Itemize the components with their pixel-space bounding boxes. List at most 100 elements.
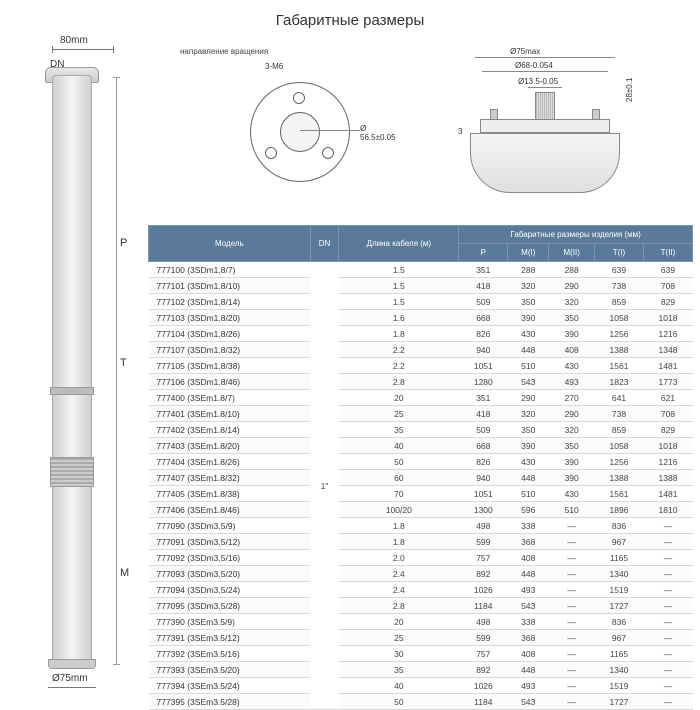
cell-m1: 510 [508, 358, 549, 374]
page-title: Габаритные размеры [0, 0, 700, 37]
cell-p: 418 [459, 278, 508, 294]
dim-d75: Ø75max [510, 47, 540, 56]
cell-model: 777393 (3SEm3.5/20) [149, 662, 311, 678]
cell-m2: — [549, 614, 595, 630]
cell-m1: 493 [508, 582, 549, 598]
table-row: 777395 (3SEm3.5/28)501184543—1727— [149, 694, 693, 710]
table-row: 777390 (3SEm3.5/9)20498338—836— [149, 614, 693, 630]
table-row: 777391 (3SEm3.5/12)25599368—967— [149, 630, 693, 646]
table-row: 777393 (3SEm3.5/20)35892448—1340— [149, 662, 693, 678]
cell-cable: 2.2 [339, 342, 459, 358]
cell-t2: 1481 [643, 358, 692, 374]
cell-m2: 390 [549, 470, 595, 486]
table-row: 777406 (3SEm1.8/46)100/20130059651018961… [149, 502, 693, 518]
cell-m1: 288 [508, 262, 549, 278]
cell-p: 1026 [459, 678, 508, 694]
flange-plate [480, 119, 610, 133]
cell-m1: 493 [508, 678, 549, 694]
cell-p: 826 [459, 326, 508, 342]
dim-line [475, 57, 615, 58]
cell-t2: — [643, 566, 692, 582]
cell-cable: 50 [339, 454, 459, 470]
cell-cable: 2.8 [339, 598, 459, 614]
cell-p: 351 [459, 262, 508, 278]
cell-t2: — [643, 662, 692, 678]
cell-t1: 967 [595, 534, 644, 550]
col-cable: Длина кабеля (м) [339, 226, 459, 262]
cell-t1: 1058 [595, 310, 644, 326]
cell-cable: 35 [339, 662, 459, 678]
cell-t2: — [643, 598, 692, 614]
cell-m2: — [549, 662, 595, 678]
cell-t1: 859 [595, 294, 644, 310]
cell-m2: 430 [549, 486, 595, 502]
cell-m2: 350 [549, 310, 595, 326]
cell-cable: 2.2 [339, 358, 459, 374]
cell-t2: — [643, 694, 692, 710]
dim-vertical-line [116, 77, 117, 665]
table-row: 777107 (3SDm1.8/32)2.294044840813881348 [149, 342, 693, 358]
cell-m1: 448 [508, 662, 549, 678]
col-t1: T(I) [595, 244, 644, 262]
cell-t2: — [643, 534, 692, 550]
cell-m2: 390 [549, 454, 595, 470]
cell-cable: 2.0 [339, 550, 459, 566]
cell-model: 777392 (3SEm3.5/16) [149, 646, 311, 662]
table-row: 777405 (3SEm1.8/38)70105151043015611481 [149, 486, 693, 502]
mounting-hole [293, 92, 305, 104]
cell-t1: 1388 [595, 470, 644, 486]
dim-pitch-circle: Ø 56.5±0.05 [360, 124, 396, 142]
cell-t1: 1896 [595, 502, 644, 518]
cell-t1: 1340 [595, 566, 644, 582]
cell-p: 498 [459, 614, 508, 630]
cell-t2: 1810 [643, 502, 692, 518]
pump-joint [50, 387, 94, 395]
dim-t: T [120, 357, 127, 369]
cell-cable: 1.5 [339, 294, 459, 310]
cell-m1: 390 [508, 310, 549, 326]
dim-h28: 28±0.1 [625, 78, 634, 102]
cell-t2: 829 [643, 422, 692, 438]
cell-m1: 338 [508, 614, 549, 630]
cell-m2: 510 [549, 502, 595, 518]
cell-p: 826 [459, 454, 508, 470]
dim-h3: 3 [458, 127, 462, 136]
cell-m2: 270 [549, 390, 595, 406]
table-row: 777090 (3SDm3.5/9)1.8498338—836— [149, 518, 693, 534]
cell-model: 777105 (3SDm1.8/38) [149, 358, 311, 374]
cell-p: 757 [459, 550, 508, 566]
cell-t1: 1561 [595, 486, 644, 502]
cell-p: 1026 [459, 582, 508, 598]
cell-dn: 1" [310, 262, 339, 710]
cell-m1: 448 [508, 342, 549, 358]
cell-model: 777101 (3SDm1.8/10) [149, 278, 311, 294]
cell-t2: 829 [643, 294, 692, 310]
leader-line [300, 130, 360, 131]
cell-model: 777092 (3SDm3.5/16) [149, 550, 311, 566]
cell-m2: 390 [549, 326, 595, 342]
cell-cable: 1.5 [339, 262, 459, 278]
cell-m1: 338 [508, 518, 549, 534]
cell-m2: — [549, 630, 595, 646]
dim-holes: 3-M6 [265, 62, 283, 71]
cell-t1: 836 [595, 518, 644, 534]
cell-m1: 350 [508, 422, 549, 438]
cell-model: 777103 (3SDm1.8/20) [149, 310, 311, 326]
cell-m2: — [549, 598, 595, 614]
cell-t2: — [643, 518, 692, 534]
cell-model: 777403 (3SEm1.8/20) [149, 438, 311, 454]
cell-m2: — [549, 550, 595, 566]
pump-front-view: направление вращения 3-M6 Ø 56.5±0.05 [240, 72, 360, 192]
dim-diameter: Ø75mm [52, 673, 88, 684]
dim-line [52, 49, 114, 50]
cell-t1: 967 [595, 630, 644, 646]
table-row: 777091 (3SDm3.5/12)1.8599368—967— [149, 534, 693, 550]
cell-t1: 859 [595, 422, 644, 438]
cell-p: 1051 [459, 486, 508, 502]
table-row: 777101 (3SDm1.8/10)1.5418320290738708 [149, 278, 693, 294]
cell-t2: 639 [643, 262, 692, 278]
cell-cable: 2.4 [339, 582, 459, 598]
cell-t2: 708 [643, 406, 692, 422]
cell-p: 1184 [459, 598, 508, 614]
cell-t1: 1519 [595, 678, 644, 694]
